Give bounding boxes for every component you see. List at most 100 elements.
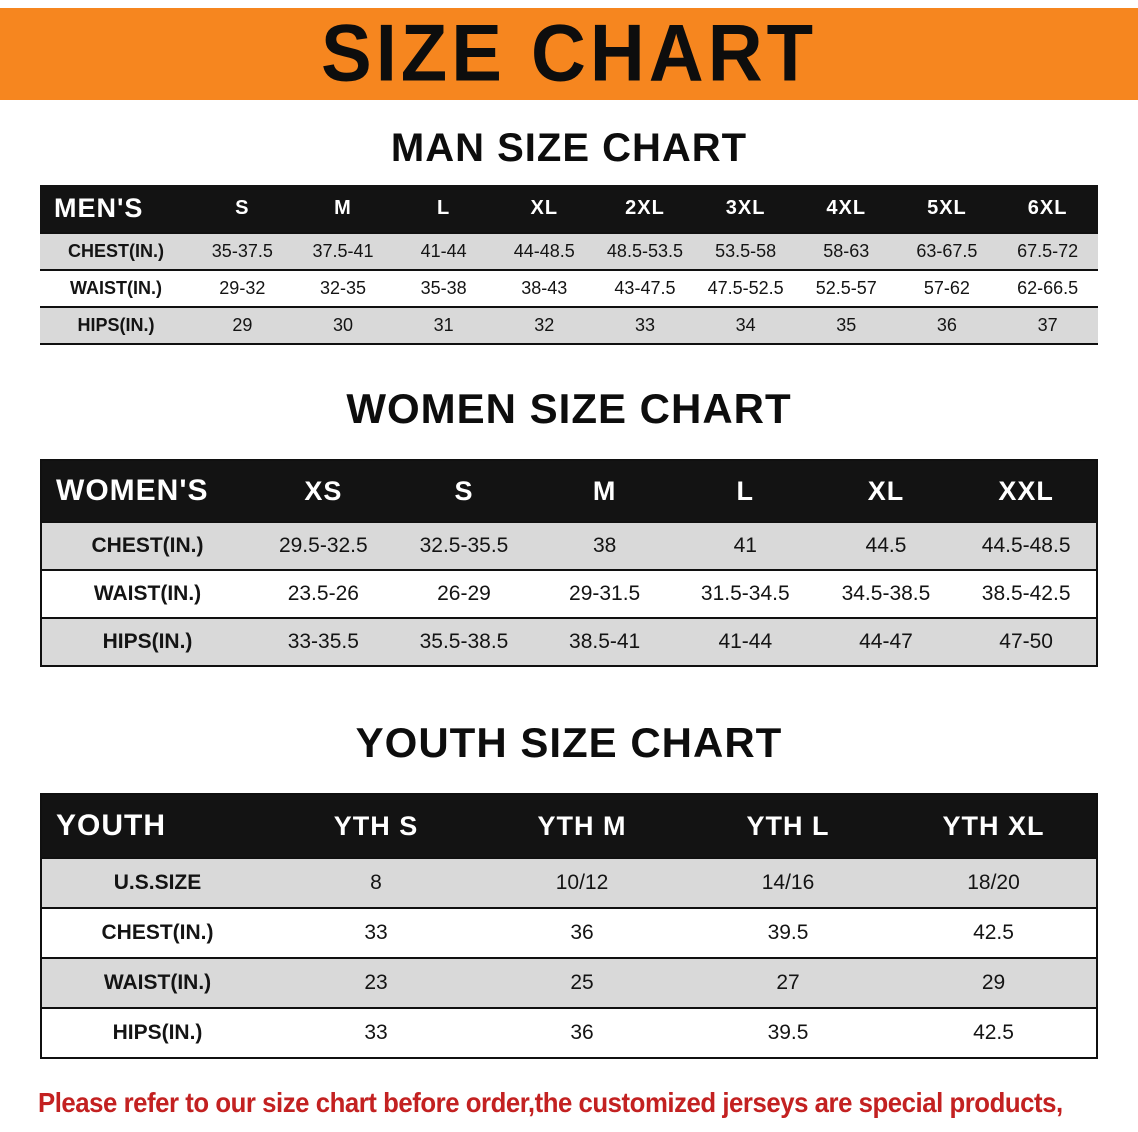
size-value-cell: 41-44 xyxy=(420,241,467,261)
size-column-header: M xyxy=(534,460,675,522)
size-column-header: M xyxy=(292,185,394,233)
size-column-header: 2XL xyxy=(594,185,696,233)
size-value-cell: 32-35 xyxy=(319,278,366,298)
measurement-row: WAIST(IN.) 23.5-26 26-29 29-31.5 31.5-34.5 34… xyxy=(41,570,1097,618)
header-row: YOUTH YTH S YTH M YTH L YTH XL xyxy=(41,794,1097,858)
size-value-cell: 35-37.5 xyxy=(211,241,273,261)
youth-size-table: YOUTH YTH S YTH M YTH L YTH XL U.S.SIZE 8 10/12… xyxy=(40,793,1098,1059)
size-value-cell: 29.5-32.5 xyxy=(278,534,368,557)
size-column-header: S xyxy=(393,460,535,522)
measurement-row: HIPS(IN.) 29 30 31 32 33 34 35 36 37 xyxy=(40,307,1098,344)
size-value-cell: 31.5-34.5 xyxy=(700,582,790,605)
size-value-cell: 42.5 xyxy=(973,1021,1014,1044)
size-value-cell: 47-50 xyxy=(999,630,1053,653)
size-column-header: 5XL xyxy=(896,185,998,233)
size-value-cell: 29 xyxy=(232,315,253,335)
measurement-row: CHEST(IN.) 29.5-32.5 32.5-35.5 38 41 44.5 44.5… xyxy=(41,522,1097,570)
row-label: WAIST(IN.) xyxy=(70,278,162,298)
youth-size-section: YOUTH SIZE CHART YOUTH YTH S YTH M YTH L YTH… xyxy=(0,719,1138,1059)
size-value-cell: 23.5-26 xyxy=(287,582,359,605)
measurement-row: WAIST(IN.) 23 25 27 29 xyxy=(41,958,1097,1008)
size-column-header: S xyxy=(192,185,293,233)
size-value-cell: 34.5-38.5 xyxy=(841,582,931,605)
row-label: HIPS(IN.) xyxy=(102,630,193,653)
size-value-cell: 35.5-38.5 xyxy=(419,630,509,653)
size-value-cell: 27 xyxy=(776,971,800,994)
size-value-cell: 31 xyxy=(433,315,454,335)
size-value-cell: 42.5 xyxy=(973,921,1014,944)
size-value-cell: 62-66.5 xyxy=(1017,278,1079,298)
measurement-row: HIPS(IN.) 33 36 39.5 42.5 xyxy=(41,1008,1097,1058)
size-column-header: XL xyxy=(815,460,957,522)
measurement-row: CHEST(IN.) 33 36 39.5 42.5 xyxy=(41,908,1097,958)
size-value-cell: 29-32 xyxy=(219,278,266,298)
size-value-cell: 37 xyxy=(1037,315,1058,335)
size-value-cell: 10/12 xyxy=(555,871,609,894)
measurement-row: CHEST(IN.) 35-37.5 37.5-41 41-44 44-48.5 48.5… xyxy=(40,233,1098,270)
size-value-cell: 39.5 xyxy=(767,921,809,944)
youth-size-heading: YOUTH SIZE CHART xyxy=(355,719,783,766)
size-column-header: XS xyxy=(253,460,394,522)
size-value-cell: 32.5-35.5 xyxy=(419,534,509,557)
row-label: HIPS(IN.) xyxy=(77,315,155,335)
size-value-cell: 37.5-41 xyxy=(312,241,374,261)
measurement-row: WAIST(IN.) 29-32 32-35 35-38 38-43 43-47.5 47.… xyxy=(40,270,1098,307)
size-value-cell: 29 xyxy=(981,971,1006,994)
row-label: HIPS(IN.) xyxy=(112,1021,203,1044)
size-chart-page: SIZE CHART MAN SIZE CHART MEN'S S M L XL 2XL 3… xyxy=(0,8,1138,1132)
size-value-cell: 53.5-58 xyxy=(715,241,777,261)
size-value-cell: 47.5-52.5 xyxy=(707,278,784,298)
page-title: SIZE CHART xyxy=(321,8,817,99)
measurement-row: HIPS(IN.) 33-35.5 35.5-38.5 38.5-41 41-44 44-… xyxy=(41,618,1097,666)
size-value-cell: 38.5-42.5 xyxy=(981,582,1071,605)
size-value-cell: 33 xyxy=(364,1021,388,1044)
banner: SIZE CHART xyxy=(0,8,1138,100)
order-policy-notice: Please refer to our size chart before or… xyxy=(38,1085,1138,1132)
size-value-cell: 34 xyxy=(735,315,756,335)
size-value-cell: 33 xyxy=(634,315,655,335)
policy-line-1: Please refer to our size chart before or… xyxy=(38,1087,1063,1118)
size-value-cell: 58-63 xyxy=(823,241,870,261)
row-label: WAIST(IN.) xyxy=(103,971,212,994)
men-size-heading: MAN SIZE CHART xyxy=(390,126,748,170)
size-value-cell: 41-44 xyxy=(718,630,773,653)
row-label: WAIST(IN.) xyxy=(93,582,202,605)
header-row: MEN'S S M L XL 2XL 3XL 4XL 5XL 6XL xyxy=(40,185,1098,233)
size-column-header: YTH M xyxy=(479,794,685,858)
size-value-cell: 36 xyxy=(936,315,957,335)
size-column-header: XL xyxy=(493,185,595,233)
size-value-cell: 41 xyxy=(733,534,757,557)
size-value-cell: 63-67.5 xyxy=(916,241,978,261)
size-value-cell: 36 xyxy=(570,1021,594,1044)
size-value-cell: 8 xyxy=(370,871,382,894)
size-value-cell: 25 xyxy=(570,971,594,994)
row-label: CHEST(IN.) xyxy=(91,534,204,557)
size-value-cell: 14/16 xyxy=(761,871,815,894)
size-value-cell: 44-47 xyxy=(859,630,913,653)
size-value-cell: 44.5-48.5 xyxy=(981,534,1071,557)
size-value-cell: 48.5-53.5 xyxy=(606,241,683,261)
table-title-cell: WOMEN'S xyxy=(41,460,253,522)
size-column-header: L xyxy=(674,460,816,522)
size-value-cell: 35 xyxy=(836,315,857,335)
size-value-cell: 39.5 xyxy=(767,1021,809,1044)
size-column-header: XXL xyxy=(956,460,1097,522)
size-value-cell: 44-48.5 xyxy=(513,241,575,261)
row-label: CHEST(IN.) xyxy=(68,241,164,261)
size-value-cell: 33-35.5 xyxy=(287,630,359,653)
header-row: WOMEN'S XS S M L XL XXL xyxy=(41,460,1097,522)
size-column-header: 4XL xyxy=(795,185,897,233)
size-column-header: YTH XL xyxy=(891,794,1097,858)
row-label: CHEST(IN.) xyxy=(101,921,214,944)
size-value-cell: 57-62 xyxy=(923,278,970,298)
women-size-section: WOMEN SIZE CHART WOMEN'S XS S M L XL XXL CHEST(… xyxy=(0,385,1138,667)
women-size-table: WOMEN'S XS S M L XL XXL CHEST(IN.) 29.5-32.5 32.5… xyxy=(40,459,1098,667)
size-value-cell: 38 xyxy=(592,534,617,557)
size-value-cell: 26-29 xyxy=(437,582,491,605)
size-value-cell: 30 xyxy=(332,315,353,335)
size-value-cell: 43-47.5 xyxy=(614,278,676,298)
size-value-cell: 38.5-41 xyxy=(569,630,641,653)
men-size-section: MAN SIZE CHART MEN'S S M L XL 2XL 3XL 4XL 5XL 6XL… xyxy=(0,126,1138,345)
size-value-cell: 44.5 xyxy=(865,534,907,557)
size-value-cell: 67.5-72 xyxy=(1017,241,1079,261)
